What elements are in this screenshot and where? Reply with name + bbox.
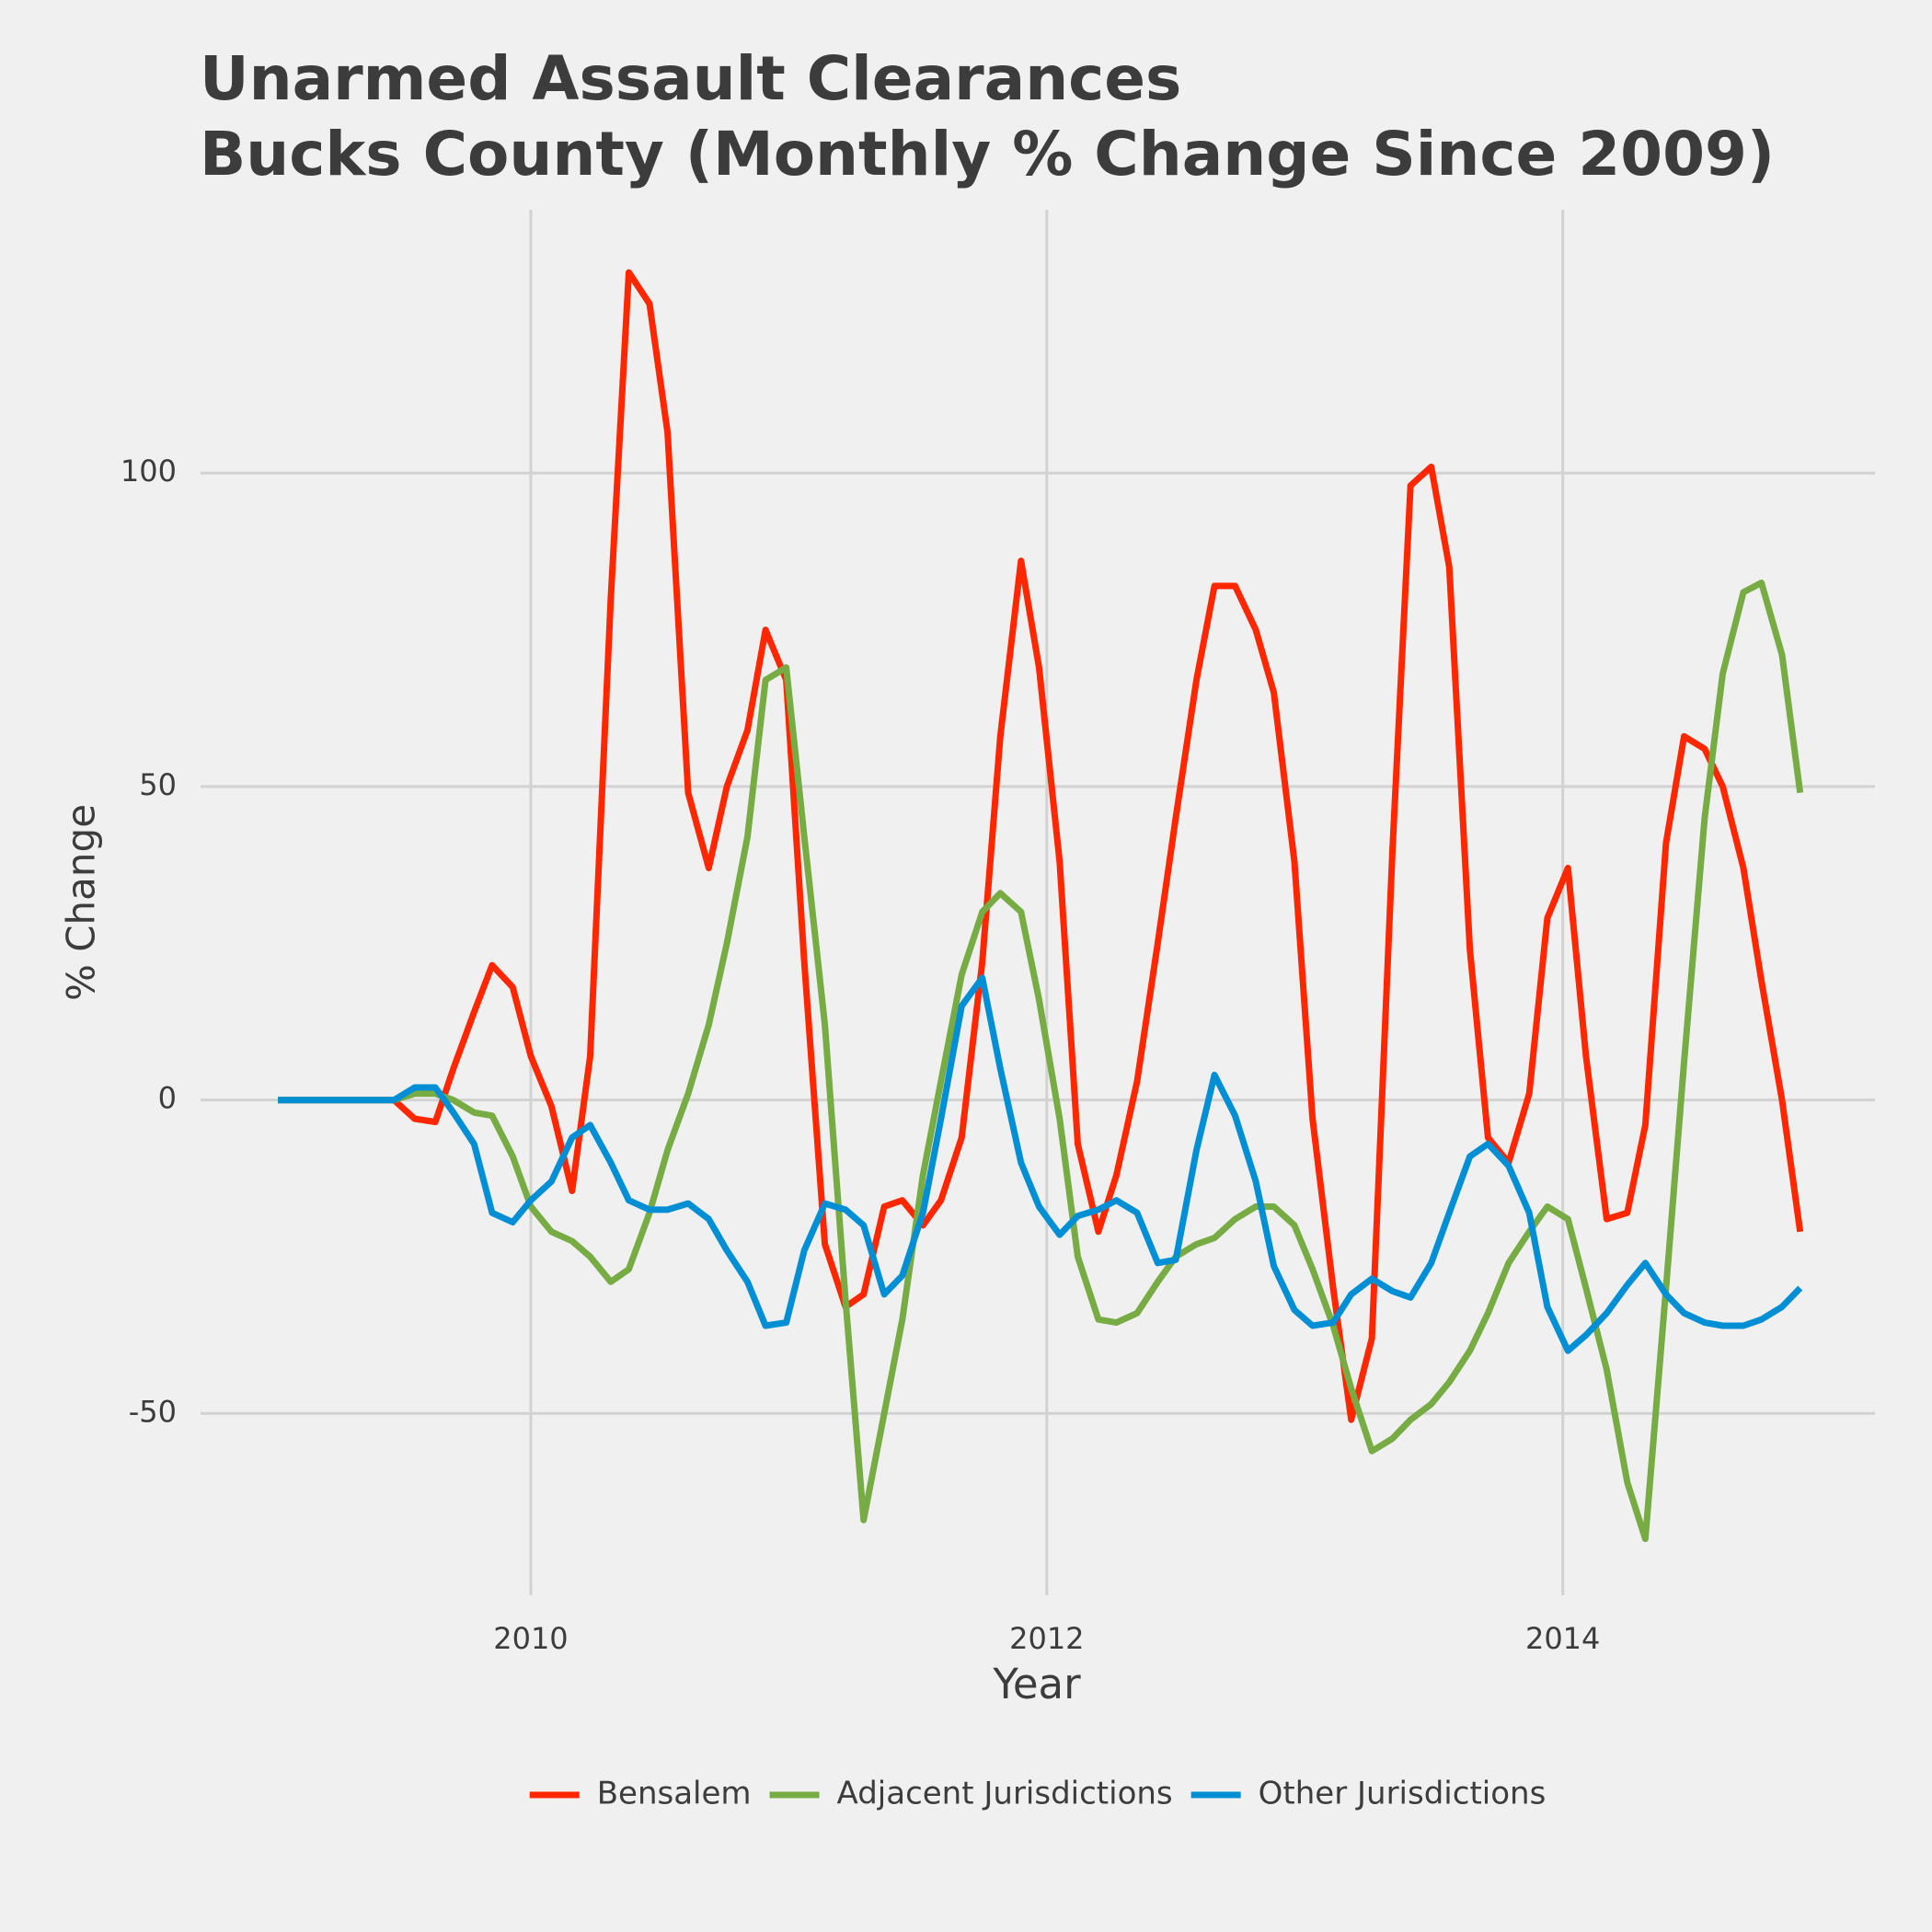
legend-label: Adjacent Jurisdictions	[837, 1776, 1173, 1812]
chart-title: Bucks County (Monthly % Change Since 200…	[200, 119, 1775, 190]
y-tick-label: 100	[121, 454, 177, 489]
legend-label: Bensalem	[597, 1776, 752, 1812]
data-line	[278, 974, 1803, 1354]
x-tick-label: 2012	[1009, 1621, 1084, 1656]
data-line	[278, 269, 1804, 1423]
data-line	[278, 580, 1804, 1543]
y-tick-label: 0	[158, 1081, 177, 1116]
x-tick-label: 2014	[1525, 1621, 1600, 1656]
x-axis-label: Year	[992, 1660, 1081, 1708]
x-tick-label: 2010	[493, 1621, 568, 1656]
y-axis-label: % Change	[59, 804, 104, 1001]
y-tick-label: 50	[139, 767, 177, 802]
y-tick-label: -50	[129, 1394, 177, 1429]
chart-title: Unarmed Assault Clearances	[200, 43, 1181, 114]
legend-label: Other Jurisdictions	[1259, 1776, 1547, 1812]
